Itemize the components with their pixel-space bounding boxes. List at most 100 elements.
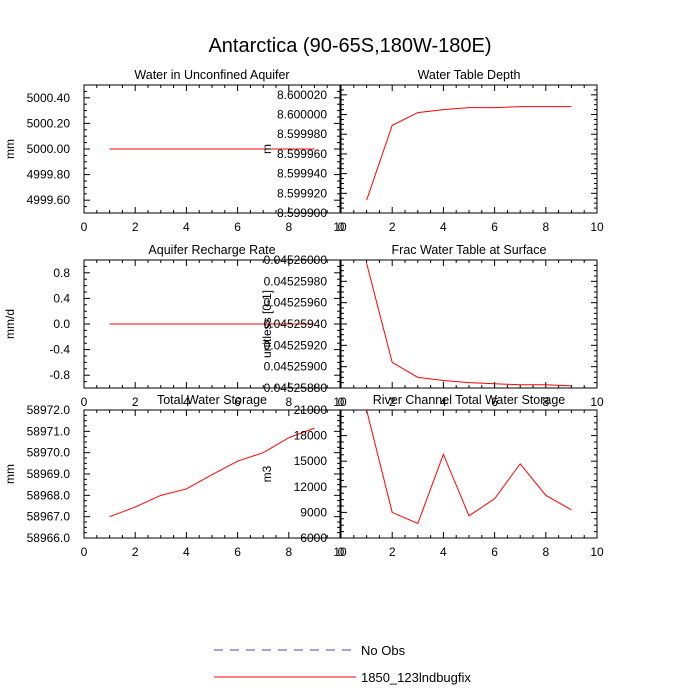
panel-3: Aquifer Recharge Rate mm/d 0 2 4 6 8 10 -0.8 -0.4…: [3, 243, 347, 409]
y-axis-label: unitless [0-1]: [260, 290, 274, 358]
y-tick-label: 0.8: [53, 266, 70, 280]
y-tick-label: 58966.0: [27, 531, 71, 545]
y-tick-label: 9000: [300, 505, 327, 519]
panel-title: Aquifer Recharge Rate: [148, 243, 275, 257]
legend-label: No Obs: [361, 643, 406, 658]
x-tick-label: 6: [234, 395, 241, 409]
y-tick-label: 8.599900: [277, 206, 327, 220]
y-tick-label: 0.04526000: [264, 253, 328, 267]
y-tick-label: 58969.0: [27, 467, 71, 481]
series-line: [366, 106, 572, 201]
y-tick-label: 15000: [294, 454, 328, 468]
x-tick-label: 6: [491, 220, 498, 234]
panels: Water in Unconfined Aquifer mm 0 2 4 6 8 10 4999…: [3, 68, 604, 559]
plot-frame: [340, 409, 598, 539]
series-line: [366, 409, 572, 525]
panel-title: Water Table Depth: [418, 68, 521, 82]
y-tick-label: 0.04525940: [264, 317, 328, 331]
x-tick-label: 0: [81, 395, 88, 409]
x-tick-label: 0: [338, 395, 345, 409]
x-tick-label: 2: [132, 545, 139, 559]
x-tick-label: 0: [338, 220, 345, 234]
y-tick-label: -0.8: [49, 368, 70, 382]
x-tick-label: 8: [285, 395, 292, 409]
x-tick-label: 4: [440, 395, 447, 409]
panel-title: Total Water Storage: [157, 393, 267, 407]
x-tick-label: 6: [234, 220, 241, 234]
x-tick-label: 2: [389, 545, 396, 559]
y-tick-label: 0.4: [53, 291, 70, 305]
y-tick-label: 0.0: [53, 317, 70, 331]
x-tick-label: 0: [81, 545, 88, 559]
y-tick-label: 21000: [294, 403, 328, 417]
y-tick-label: 5000.20: [27, 116, 71, 130]
y-tick-label: 58971.0: [27, 424, 71, 438]
y-tick-label: 8.600000: [277, 108, 327, 122]
x-tick-label: 4: [183, 395, 190, 409]
legend: No Obs 1850_123lndbugfix: [214, 643, 471, 685]
x-tick-label: 4: [183, 545, 190, 559]
y-tick-label: 4999.60: [27, 193, 71, 207]
x-tick-label: 6: [491, 395, 498, 409]
x-tick-label: 10: [590, 220, 604, 234]
x-tick-label: 4: [440, 545, 447, 559]
x-tick-label: 8: [285, 545, 292, 559]
y-tick-label: 5000.00: [27, 142, 71, 156]
x-tick-label: 8: [542, 545, 549, 559]
y-tick-label: 8.599960: [277, 147, 327, 161]
panel-1: Water in Unconfined Aquifer mm 0 2 4 6 8 10 4999…: [3, 68, 347, 234]
x-tick-label: 8: [542, 395, 549, 409]
y-tick-label: 8.599980: [277, 127, 327, 141]
y-axis-label: mm: [3, 139, 17, 159]
y-axis-label: mm: [3, 464, 17, 484]
x-tick-label: 2: [389, 220, 396, 234]
x-tick-label: 8: [285, 220, 292, 234]
plot-frame: [340, 84, 598, 214]
y-axis-label: mm/d: [3, 309, 17, 339]
series-line: [366, 263, 572, 387]
x-tick-label: 2: [132, 220, 139, 234]
y-tick-label: 58968.0: [27, 488, 71, 502]
x-tick-label: 0: [338, 545, 345, 559]
panel-title: River Channel Total Water Storage: [373, 393, 566, 407]
y-tick-label: 58970.0: [27, 446, 71, 460]
x-tick-label: 2: [389, 395, 396, 409]
y-tick-label: 5000.40: [27, 91, 71, 105]
legend-item: No Obs: [214, 643, 406, 658]
x-tick-label: 10: [590, 545, 604, 559]
x-tick-label: 0: [81, 220, 88, 234]
x-tick-label: 10: [333, 545, 347, 559]
y-tick-label: 58967.0: [27, 510, 71, 524]
figure-title: Antarctica (90-65S,180W-180E): [208, 35, 491, 57]
x-tick-label: 10: [333, 395, 347, 409]
panel-5: Total Water Storage mm 0 2 4 6 8 10 58966.0 58967…: [3, 393, 347, 559]
x-tick-label: 10: [590, 395, 604, 409]
x-tick-label: 6: [234, 545, 241, 559]
y-tick-label: 0.04525880: [264, 381, 328, 395]
legend-item: 1850_123lndbugfix: [214, 670, 471, 685]
panel-title: Frac Water Table at Surface: [392, 243, 547, 257]
panel-2: Water Table Depth m 0 2 4 6 8 10 8.599900 8.59992…: [260, 68, 604, 234]
y-axis-label: m3: [260, 465, 274, 482]
y-tick-label: 8.600020: [277, 88, 327, 102]
y-tick-label: 6000: [300, 531, 327, 545]
x-tick-label: 4: [183, 220, 190, 234]
y-tick-label: 8.599920: [277, 186, 327, 200]
panel-6: River Channel Total Water Storage m3 0 2 4 6 8…: [260, 393, 604, 559]
y-tick-label: -0.4: [49, 343, 70, 357]
x-tick-label: 6: [491, 545, 498, 559]
y-tick-label: 8.599940: [277, 167, 327, 181]
x-tick-label: 10: [333, 220, 347, 234]
series-line: [109, 427, 315, 518]
x-tick-label: 2: [132, 395, 139, 409]
y-tick-label: 58972.0: [27, 403, 71, 417]
y-tick-label: 12000: [294, 480, 328, 494]
y-tick-label: 0.04525900: [264, 360, 328, 374]
legend-label: 1850_123lndbugfix: [361, 670, 471, 685]
y-tick-label: 18000: [294, 429, 328, 443]
y-tick-label: 0.04525920: [264, 338, 328, 352]
y-tick-label: 4999.80: [27, 168, 71, 182]
panel-title: Water in Unconfined Aquifer: [134, 68, 289, 82]
panel-4: Frac Water Table at Surface unitless [0-1…: [260, 243, 604, 409]
